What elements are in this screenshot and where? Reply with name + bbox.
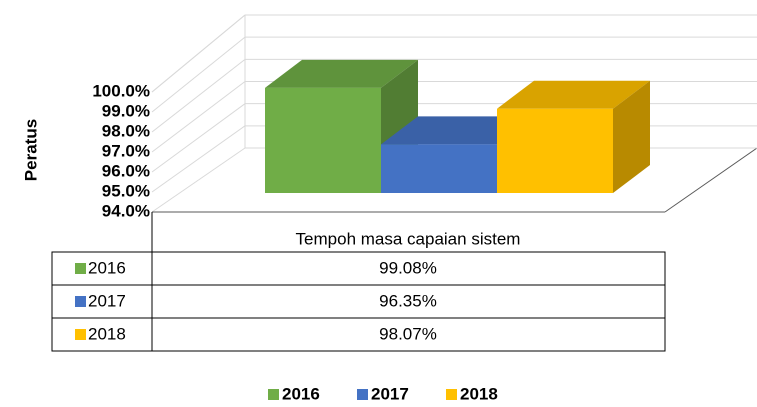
y-tick-label: 95.0% — [102, 181, 150, 200]
bar-top — [381, 116, 534, 145]
y-tick-label: 98.0% — [102, 121, 150, 140]
grid-line — [151, 147, 246, 213]
row-label: 2017 — [88, 291, 126, 310]
y-axis-label: Peratus — [21, 119, 40, 181]
row-label: 2018 — [88, 324, 126, 343]
legend-key — [75, 263, 86, 274]
table-value: 99.08% — [379, 258, 437, 277]
legend-key — [75, 296, 86, 307]
bar — [381, 144, 497, 193]
grid-line — [151, 81, 246, 153]
table-row — [51, 251, 666, 286]
row-label: 2016 — [88, 258, 126, 277]
bar-top — [497, 80, 650, 109]
legend-label: 2018 — [460, 384, 498, 402]
table-header: Tempoh masa capaian sistem — [296, 229, 521, 248]
legend-key — [446, 389, 457, 400]
grid-line — [151, 14, 246, 93]
grid-line — [151, 125, 246, 193]
y-tick-label: 99.0% — [102, 101, 150, 120]
legend-label: 2017 — [371, 384, 409, 402]
y-tick-label: 96.0% — [102, 161, 150, 180]
bar-side — [613, 80, 650, 193]
table-row — [51, 317, 666, 352]
grid-line — [151, 103, 246, 173]
table-value: 96.35% — [379, 291, 437, 310]
bar — [497, 108, 613, 193]
table-value: 98.07% — [379, 324, 437, 343]
bar — [265, 87, 381, 193]
bar-top — [265, 59, 418, 88]
grid-line — [151, 36, 246, 113]
grid-line — [151, 58, 246, 133]
y-tick-label: 97.0% — [102, 141, 150, 160]
legend-key — [268, 389, 279, 400]
legend-key — [357, 389, 368, 400]
legend-label: 2016 — [282, 384, 320, 402]
legend-key — [75, 329, 86, 340]
floor-edge — [664, 147, 757, 213]
y-tick-label: 100.0% — [92, 81, 150, 100]
y-tick-label: 94.0% — [102, 201, 150, 220]
table-row — [51, 284, 666, 319]
